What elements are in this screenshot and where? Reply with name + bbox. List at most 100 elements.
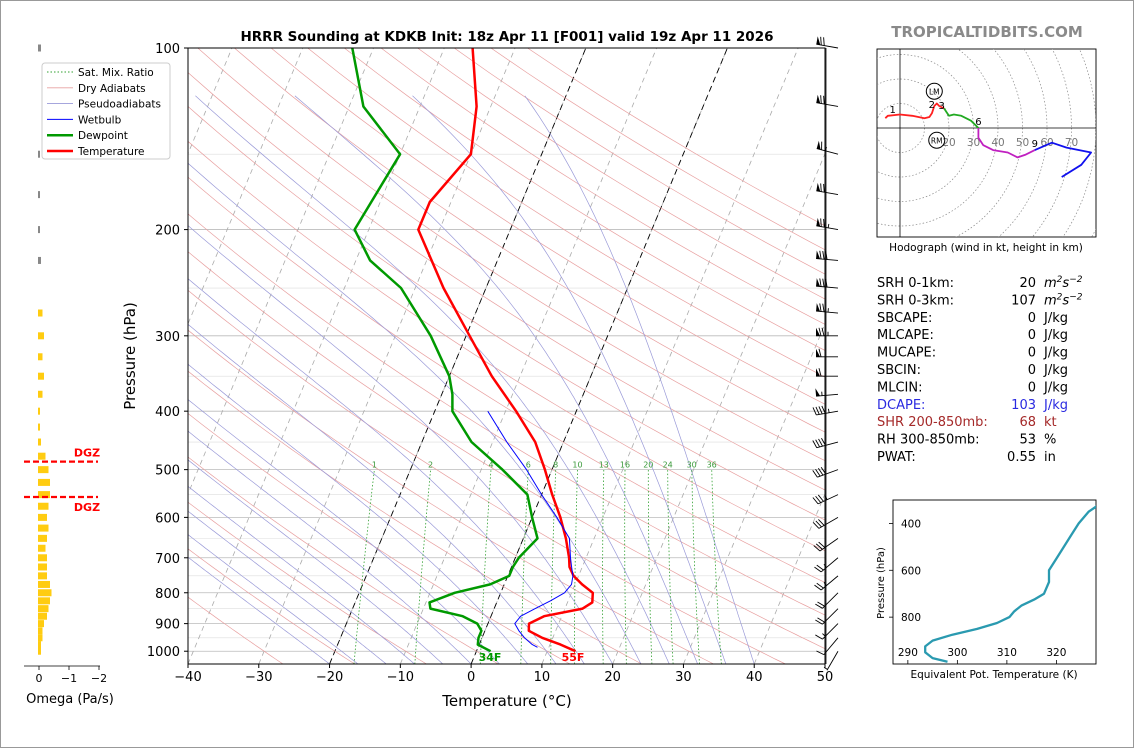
storm-motion-label: LM: [929, 87, 940, 96]
omega-bar: [38, 581, 50, 588]
theta-e-x-tick-label: 300: [947, 647, 967, 659]
barb-full: [821, 218, 822, 226]
omega-tick-label: −2: [91, 672, 107, 685]
index-unit: J/kg: [1043, 398, 1068, 413]
y-tick-label: 500: [155, 464, 180, 479]
x-tick-label: 40: [746, 670, 763, 685]
barb-full: [824, 37, 825, 45]
mixing-ratio-label: 10: [572, 461, 582, 470]
legend-entry: Wetbulb: [78, 114, 122, 126]
theta-e-ylabel: Pressure (hPa): [876, 547, 887, 619]
hodograph-ring-label: 40: [991, 137, 1004, 149]
omega-bar: [38, 535, 47, 542]
theta-e-x-tick-label: 310: [997, 647, 1017, 659]
omega-bar: [38, 466, 49, 473]
y-tick-label: 100: [155, 42, 180, 57]
index-value: 0: [1028, 328, 1036, 343]
index-unit: %: [1044, 433, 1056, 448]
omega-bar: [38, 45, 41, 52]
mixing-ratio-label: 2: [428, 461, 433, 470]
y-tick-label: 700: [155, 552, 180, 567]
omega-bar: [38, 634, 43, 641]
index-label: SHR 200-850mb:: [877, 415, 988, 430]
legend-entry: Temperature: [77, 146, 145, 158]
omega-bar: [38, 563, 47, 570]
theta-e-x-tick-label: 320: [1046, 647, 1066, 659]
hodograph-height-label: 1: [889, 105, 895, 116]
index-label: DCAPE:: [877, 398, 925, 413]
x-tick-label: −20: [316, 670, 343, 685]
index-value: 103: [1011, 398, 1036, 413]
omega-bar: [38, 373, 44, 380]
index-label: MUCAPE:: [877, 346, 936, 361]
omega-bar: [38, 525, 49, 532]
y-tick-label: 900: [155, 618, 180, 633]
surface-dewpoint-label: 34F: [479, 651, 502, 664]
index-value: 107: [1011, 293, 1036, 308]
omega-bar: [38, 503, 49, 510]
omega-bar: [38, 597, 50, 604]
x-tick-label: −10: [387, 670, 414, 685]
index-value: 0: [1028, 380, 1036, 395]
index-value: 0: [1028, 363, 1036, 378]
legend-entry: Dewpoint: [78, 130, 128, 142]
mixing-ratio-label: 30: [687, 461, 697, 470]
hodograph-height-label: 6: [975, 117, 981, 128]
omega-bar: [38, 648, 41, 655]
index-label: SRH 0-1km:: [877, 276, 954, 291]
barb-full: [824, 96, 825, 104]
omega-bar: [38, 641, 41, 648]
index-unit: in: [1044, 450, 1056, 465]
omega-bar: [38, 479, 50, 486]
legend-entry: Sat. Mix. Ratio: [78, 67, 154, 79]
mixing-ratio-label: 4: [488, 461, 493, 470]
omega-bar: [38, 605, 49, 612]
omega-bar: [38, 391, 43, 398]
omega-bar: [38, 514, 47, 521]
y-tick-label: 1000: [147, 645, 180, 660]
omega-bar: [38, 257, 41, 264]
omega-bar: [38, 439, 41, 446]
x-tick-label: 10: [534, 670, 551, 685]
omega-bar: [38, 191, 40, 198]
mixing-ratio-label: 24: [663, 461, 673, 470]
hodograph-frame: [877, 49, 1096, 237]
omega-bar: [38, 226, 40, 233]
theta-e-y-tick-label: 600: [901, 565, 921, 577]
omega-bar: [38, 424, 40, 431]
index-label: SBCAPE:: [877, 311, 932, 326]
omega-bar: [38, 408, 40, 415]
barb-full: [821, 183, 822, 191]
omega-bar: [38, 353, 43, 360]
index-value: 0: [1028, 346, 1036, 361]
omega-bar: [38, 554, 47, 561]
omega-bar: [38, 151, 40, 158]
omega-bar: [38, 545, 46, 552]
omega-bar: [38, 627, 43, 634]
x-tick-label: 20: [604, 670, 621, 685]
y-tick-label: 300: [155, 330, 180, 345]
index-label: RH 300-850mb:: [877, 433, 980, 448]
mixing-ratio-label: 13: [599, 461, 609, 470]
index-value: 68: [1019, 415, 1036, 430]
surface-temperature-label: 55F: [562, 651, 585, 664]
hodograph-height-label: 2: [929, 100, 935, 111]
theta-e-xlabel: Equivalent Pot. Temperature (K): [910, 669, 1077, 681]
x-tick-label: −40: [174, 670, 201, 685]
barb-full: [824, 219, 825, 227]
x-tick-label: 0: [467, 670, 475, 685]
index-label: MLCIN:: [877, 380, 922, 395]
mixing-ratio-label: 1: [372, 461, 377, 470]
hodograph-height-label: 9: [1032, 139, 1038, 150]
index-unit: J/kg: [1043, 328, 1068, 343]
index-value: 53: [1019, 433, 1036, 448]
brand-label: TROPICALTIDBITS.COM: [891, 23, 1083, 41]
omega-tick-label: 0: [36, 672, 43, 685]
skewt-title: HRRR Sounding at KDKB Init: 18z Apr 11 […: [240, 29, 773, 45]
legend-entry: Dry Adiabats: [78, 83, 146, 95]
storm-motion-label: RM: [931, 136, 943, 145]
barb-full: [821, 37, 822, 45]
hodograph-height-label: 3: [938, 101, 944, 112]
